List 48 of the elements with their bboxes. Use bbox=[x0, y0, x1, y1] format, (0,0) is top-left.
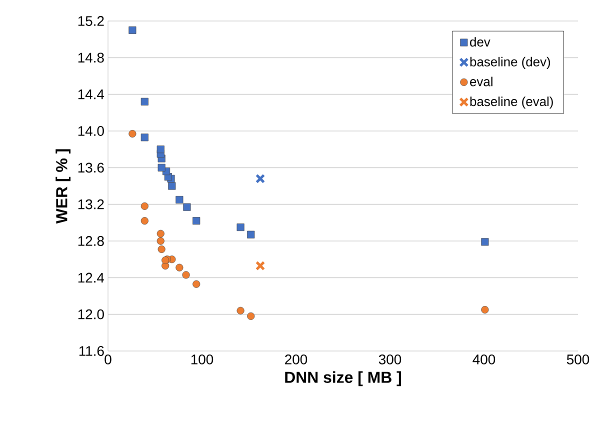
y-tick-label: 12.8 bbox=[78, 236, 104, 246]
legend-label: baseline (eval) bbox=[470, 96, 553, 109]
legend-label: dev bbox=[470, 37, 490, 47]
point bbox=[140, 134, 148, 142]
point bbox=[140, 217, 148, 225]
y-tick-label: 12.0 bbox=[78, 309, 104, 320]
x-tick-label: 100 bbox=[191, 354, 214, 364]
y-tick-label: 15.2 bbox=[78, 16, 104, 26]
point bbox=[140, 202, 148, 210]
point bbox=[481, 238, 489, 246]
point bbox=[182, 271, 190, 279]
point bbox=[168, 182, 176, 190]
point bbox=[176, 264, 184, 272]
point bbox=[158, 164, 166, 172]
point bbox=[183, 203, 191, 211]
legend-label: baseline (dev) bbox=[470, 56, 550, 69]
point bbox=[236, 223, 244, 232]
point bbox=[156, 230, 164, 238]
x-tick-label: 0 bbox=[104, 354, 112, 364]
point bbox=[176, 196, 184, 204]
x-tick-label: 500 bbox=[566, 354, 590, 364]
x-tick-label: 200 bbox=[285, 354, 308, 364]
x-axis-title: DNN size [ MB ] bbox=[285, 371, 401, 386]
y-tick-label: 14.0 bbox=[78, 126, 104, 136]
y-axis-title: WER [ % ] bbox=[56, 149, 70, 224]
y-tick-label: 11.6 bbox=[79, 346, 104, 356]
y-tick-label: 12.4 bbox=[78, 272, 104, 283]
point bbox=[236, 306, 244, 314]
y-tick-label: 13.6 bbox=[78, 162, 104, 173]
point bbox=[156, 237, 164, 245]
point bbox=[247, 230, 255, 238]
point bbox=[128, 26, 136, 34]
point bbox=[247, 312, 255, 320]
y-tick-label: 14.4 bbox=[78, 90, 104, 100]
point bbox=[156, 146, 164, 154]
y-tick-label: 13.2 bbox=[78, 199, 104, 210]
point bbox=[128, 130, 136, 138]
point bbox=[192, 280, 200, 288]
y-tick-label: 14.8 bbox=[78, 52, 104, 63]
point bbox=[158, 245, 166, 254]
x-tick-label: 400 bbox=[472, 354, 496, 364]
legend-label: eval bbox=[470, 76, 492, 86]
x-tick-label: 300 bbox=[378, 354, 402, 364]
point bbox=[255, 174, 266, 184]
point bbox=[255, 260, 266, 271]
point bbox=[481, 306, 489, 314]
point bbox=[192, 217, 200, 225]
point bbox=[140, 98, 148, 106]
